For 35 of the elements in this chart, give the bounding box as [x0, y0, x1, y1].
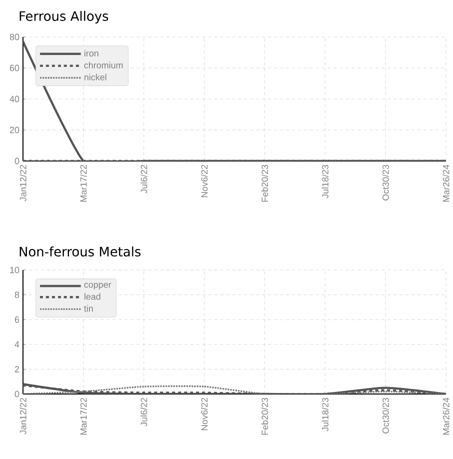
y-tick-label: 0	[15, 390, 20, 398]
y-tick-label: 6	[15, 316, 20, 323]
y-tick-label: 10	[10, 266, 20, 274]
x-tick-label: Nov6/22	[201, 398, 208, 430]
x-tick-label: Jul18/23	[322, 398, 329, 432]
y-tick-label: 4	[14, 341, 20, 348]
x-tick-label: Mar26/24	[442, 164, 450, 202]
y-tick-label: 20	[10, 126, 20, 134]
y-tick-label: 40	[10, 96, 20, 102]
x-tick-label: Oct30/23	[382, 164, 390, 200]
chart-title: Non-ferrous Metals	[20, 246, 141, 256]
x-tick-label: Nov6/22	[201, 164, 208, 198]
x-tick-label: Oct30/23	[382, 398, 390, 434]
chart-title: Ferrous Alloys	[20, 10, 108, 24]
y-tick-label: 8	[15, 292, 20, 298]
x-tick-label: Jan12/22	[20, 164, 26, 202]
x-tick-label: Jul6/22	[140, 398, 148, 426]
y-tick-label: 60	[10, 64, 20, 72]
x-tick-label: Feb20/23	[262, 164, 268, 202]
y-tick-label: 80	[10, 34, 20, 40]
x-tick-label: Mar17/22	[80, 164, 87, 202]
legend-label: tin	[84, 305, 93, 312]
x-tick-label: Feb20/23	[262, 398, 268, 435]
x-tick-label: Jan12/22	[20, 398, 26, 434]
y-tick-label: 0	[15, 158, 20, 164]
x-tick-label: Jul18/23	[322, 164, 329, 198]
x-tick-label: Mar26/24	[442, 398, 450, 435]
legend-label: iron	[84, 50, 98, 56]
x-tick-label: Jul6/22	[140, 164, 148, 194]
legend-label: lead	[84, 293, 100, 300]
legend-label: chromium	[84, 62, 123, 68]
y-tick-label: 2	[15, 366, 20, 372]
x-tick-label: Mar17/22	[80, 398, 87, 435]
legend-label: copper	[84, 282, 112, 290]
legend-label: nickel	[84, 74, 106, 80]
